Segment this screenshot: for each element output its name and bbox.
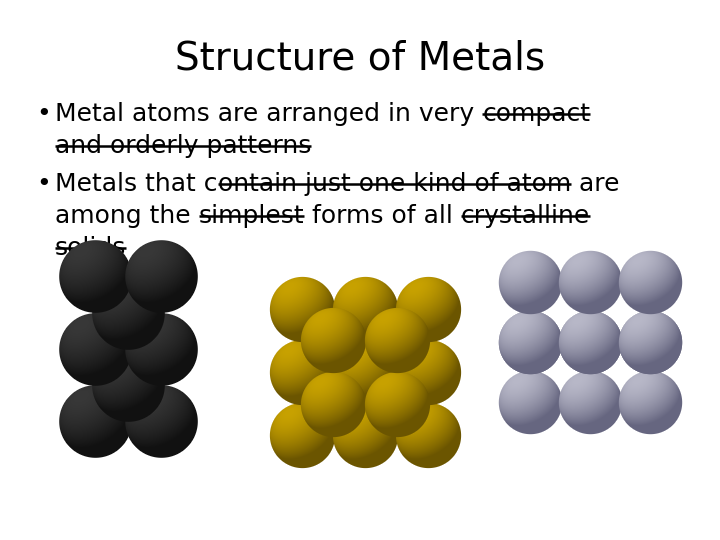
- Text: Metal atoms are arranged in very: Metal atoms are arranged in very: [55, 102, 482, 126]
- Text: solids: solids: [55, 236, 127, 260]
- Text: and orderly patterns: and orderly patterns: [55, 134, 311, 158]
- Text: Metals that c: Metals that c: [55, 172, 217, 196]
- Text: are: are: [571, 172, 619, 196]
- Text: among the: among the: [55, 204, 199, 228]
- Text: ontain just one kind of atom: ontain just one kind of atom: [217, 172, 571, 196]
- Text: crystalline: crystalline: [461, 204, 590, 228]
- Text: •: •: [36, 102, 50, 126]
- Text: •: •: [36, 172, 50, 196]
- Text: Structure of Metals: Structure of Metals: [175, 40, 545, 78]
- Text: compact: compact: [482, 102, 590, 126]
- Text: forms of all: forms of all: [305, 204, 461, 228]
- Text: simplest: simplest: [199, 204, 305, 228]
